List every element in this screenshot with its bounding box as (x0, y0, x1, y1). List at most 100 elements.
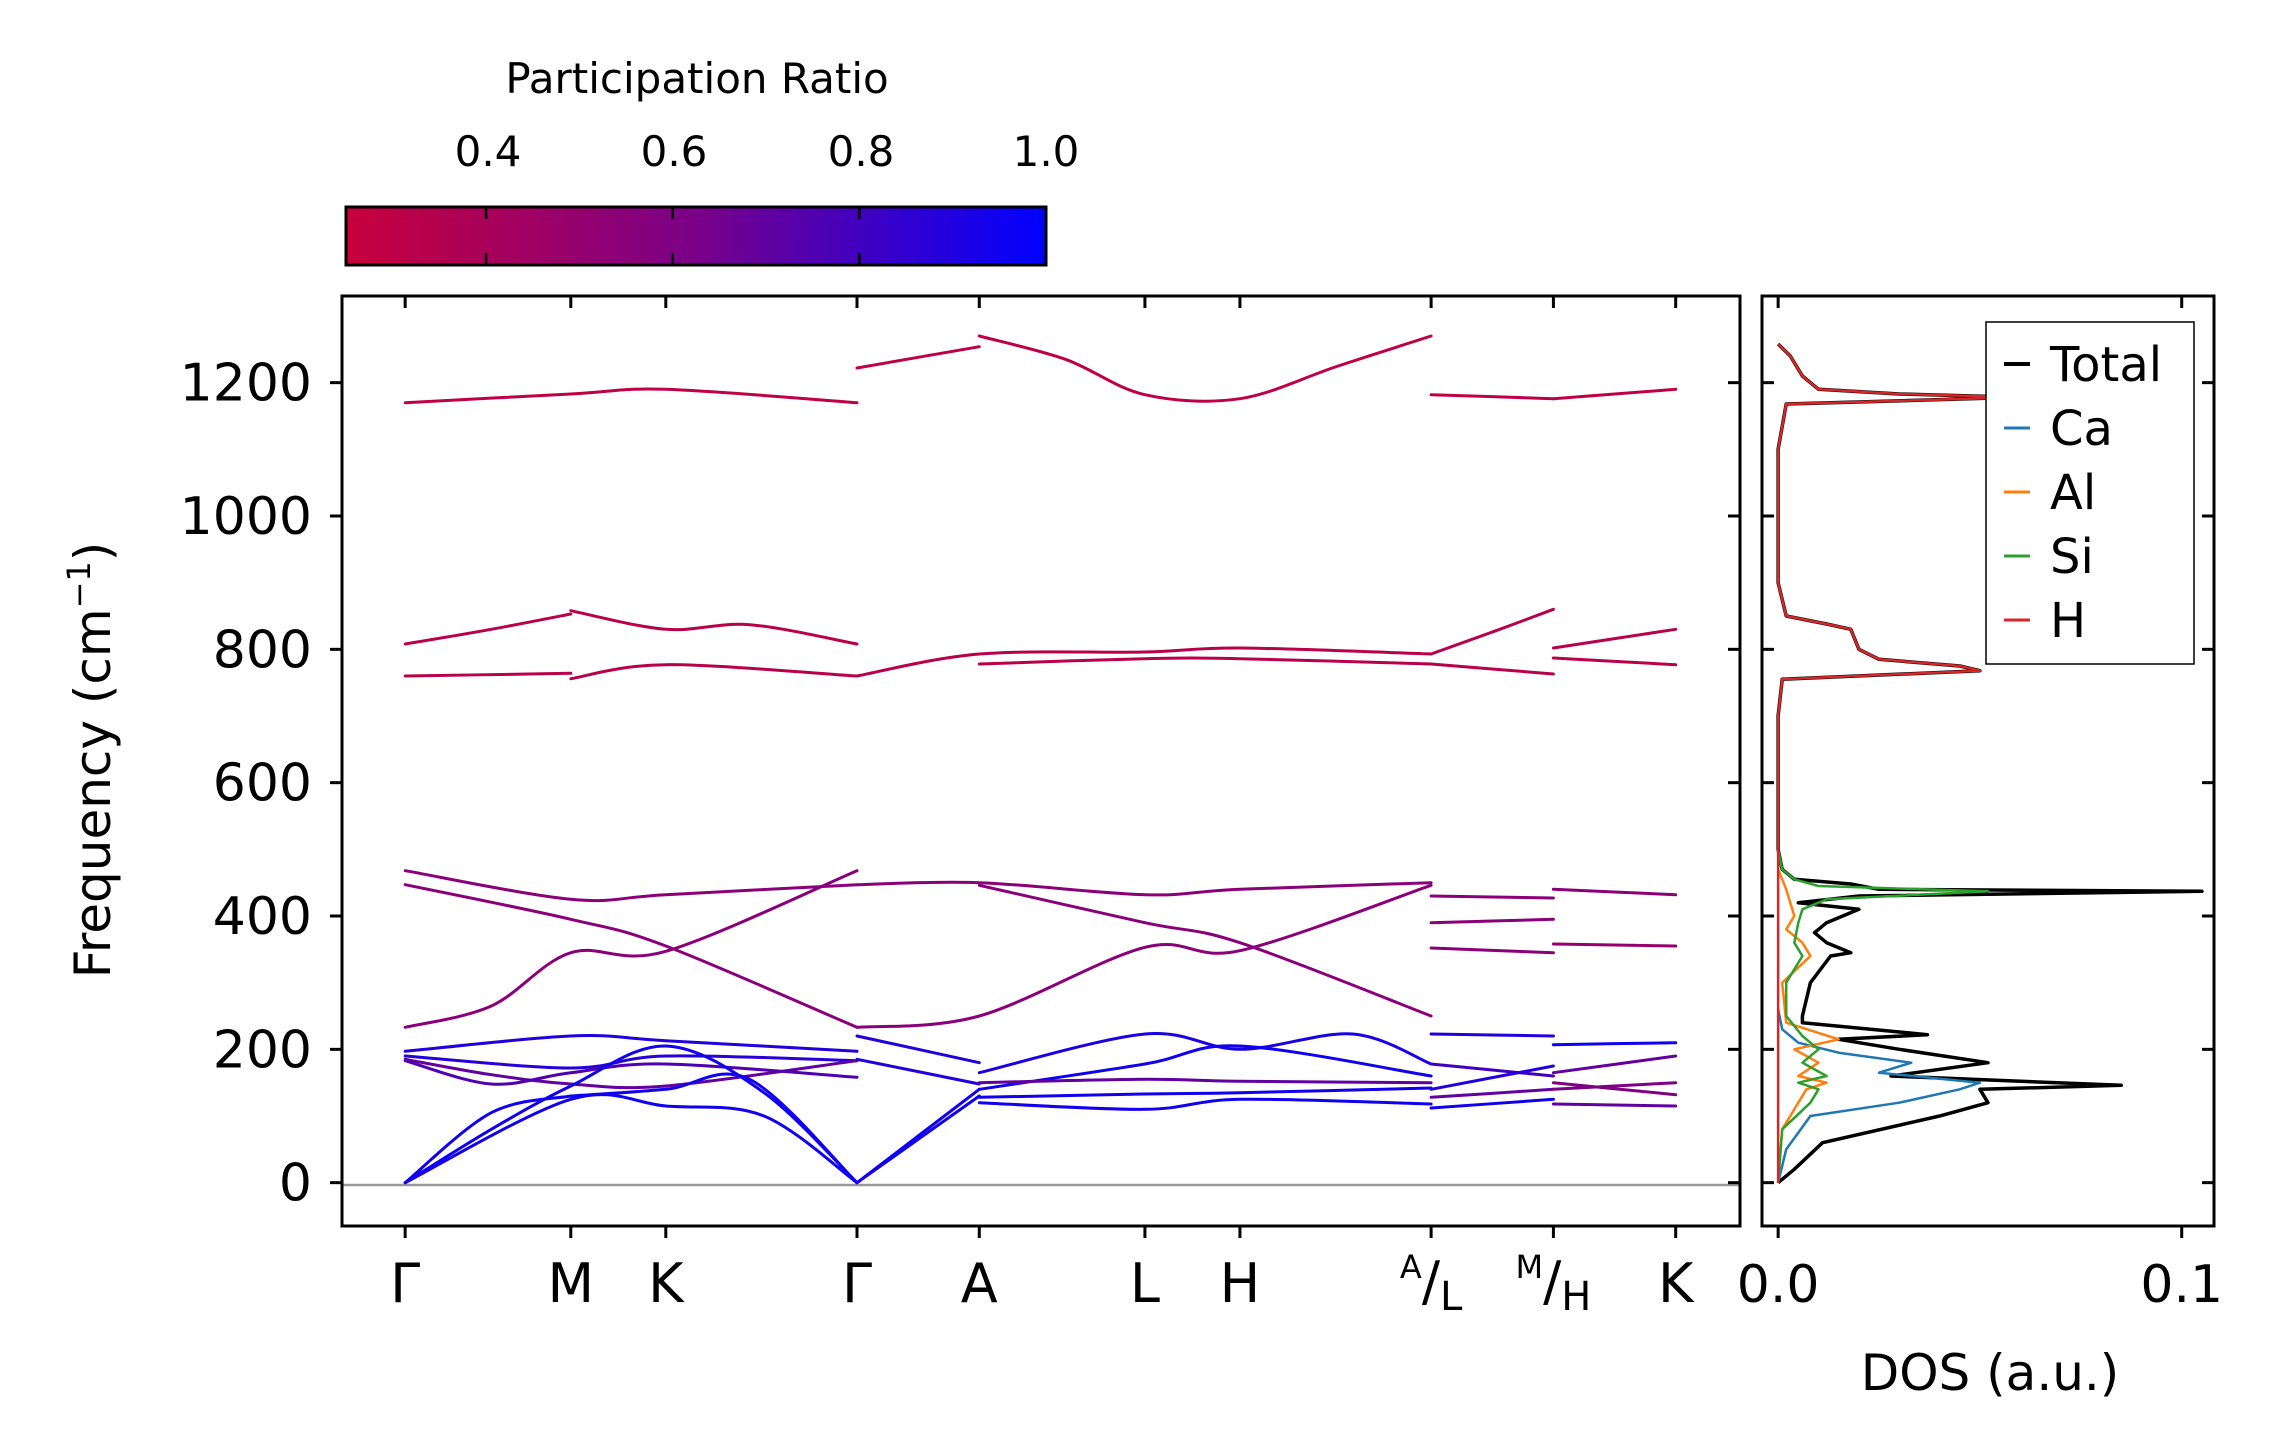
colorbar-tick-label: 0.8 (828, 127, 895, 176)
colorbar-title: Participation Ratio (505, 54, 888, 103)
phonon-band (855, 646, 1433, 678)
phonon-band (403, 869, 859, 903)
phonon-band (403, 883, 859, 1029)
phonon-band (1429, 393, 1555, 401)
phonon-band (403, 671, 573, 678)
phonon-band (1429, 1087, 1555, 1099)
phonon-band (1429, 1064, 1555, 1091)
phonon-band (977, 1044, 1433, 1091)
phonon-band (855, 1034, 981, 1065)
phonon-band (977, 334, 1433, 403)
y-tick-label: 1200 (180, 354, 312, 414)
phonon-band (977, 1086, 1433, 1099)
kpoint-label-a: A (961, 1252, 998, 1315)
phonon-band (1551, 387, 1678, 401)
kpoint-label-part: M (1515, 1248, 1543, 1286)
colorbar-tick-label: 0.4 (455, 127, 522, 176)
kpoint-label-l: L (1130, 1252, 1160, 1315)
phonon-band (403, 1093, 859, 1185)
legend: Total Ca Al Si H (1985, 321, 2195, 665)
phonon-band (1429, 917, 1555, 925)
y-tick-label: 400 (213, 887, 312, 947)
kpoint-label-m: M (547, 1252, 594, 1315)
phonon-band (855, 1094, 981, 1185)
colorbar-gradient (346, 207, 1046, 265)
kpoint-label-h: H (1220, 1252, 1261, 1315)
phonon-band (855, 345, 981, 370)
dos-x-tick-label: 0.0 (1737, 1255, 1820, 1315)
phonon-band (1551, 1081, 1678, 1091)
phonon-band (1551, 656, 1678, 667)
phonon-band (1551, 1102, 1678, 1108)
dos-curve-h (1776, 343, 2022, 1183)
phonon-band (569, 1072, 859, 1185)
y-tick-label: 200 (213, 1020, 312, 1080)
legend-frame (1985, 321, 2195, 665)
kpoint-label-gamma: Γ (390, 1252, 420, 1315)
kpoint-label-part: A (1400, 1248, 1422, 1286)
y-tick-label: 0 (279, 1154, 312, 1214)
colorbar-tick-label: 0.6 (641, 127, 708, 176)
phonon-band (855, 883, 1433, 1029)
legend-label-h: H (2050, 593, 2086, 649)
band-axes-frame (340, 294, 1742, 1228)
kpoint-label-part: H (1561, 1274, 1591, 1320)
phonon-band (1429, 1032, 1555, 1038)
kpoint-label-part: L (1440, 1274, 1463, 1320)
colorbar-frame (344, 205, 1048, 267)
legend-label-total: Total (2049, 337, 2162, 393)
dos-x-axis-label: DOS (a.u.) (1861, 1344, 2120, 1402)
phonon-band (1429, 946, 1555, 955)
y-tick-label: 1000 (180, 487, 312, 547)
phonon-band (977, 656, 1433, 666)
phonon-band (977, 883, 1433, 1018)
dos-curve-al (1776, 868, 1840, 1183)
colorbar: Participation Ratio 0.4 0.6 0.8 1.0 (344, 54, 1080, 267)
phonon-band (977, 1077, 1433, 1085)
legend-label-ca: Ca (2050, 401, 2113, 457)
colorbar-tick-label: 1.0 (1013, 127, 1080, 176)
phonon-band (403, 1094, 573, 1185)
phonon-band (1429, 607, 1555, 656)
phonon-band (977, 1031, 1433, 1075)
kpoint-label-k: K (1658, 1252, 1695, 1315)
dos-axes-frame (1760, 294, 2216, 1228)
phonon-band (1551, 627, 1678, 650)
kpoint-label-part: / (1543, 1250, 1562, 1313)
y-tick-label: 600 (213, 754, 312, 814)
phonon-band (403, 1034, 859, 1053)
phonon-band (569, 663, 859, 681)
legend-label-si: Si (2050, 529, 2094, 585)
phonon-band (403, 387, 859, 405)
dos-curve-si (1776, 849, 1990, 1183)
phonon-band (403, 1059, 859, 1086)
y-axis-label: Frequency (cm−1) (60, 542, 122, 979)
dos-x-tick-label: 0.1 (2140, 1255, 2223, 1315)
phonon-band (855, 880, 1433, 897)
phonon-band (1551, 1041, 1678, 1047)
dos-panel: 0.0 0.1 DOS (a.u.) Total Ca Al Si H (1737, 294, 2223, 1402)
phonon-band (1551, 1054, 1678, 1075)
dos-curve-ca (1776, 1009, 1982, 1183)
phonon-band (403, 1054, 859, 1070)
phonon-band (1429, 894, 1555, 900)
kpoint-label-k: K (648, 1252, 685, 1315)
kpoint-label-part: / (1422, 1250, 1441, 1313)
phonon-band (1551, 887, 1678, 897)
phonon-band (1429, 662, 1555, 676)
phonon-band (855, 1057, 981, 1086)
phonon-band (403, 1044, 859, 1185)
phonon-band (977, 1097, 1433, 1111)
band-structure-panel: 0 200 400 600 800 1000 1200 Frequency (c… (60, 294, 1742, 1320)
y-tick-label: 800 (213, 620, 312, 680)
phonon-band (1551, 1081, 1678, 1097)
phonon-band (569, 609, 859, 646)
legend-label-al: Al (2050, 465, 2096, 521)
phonon-band (1429, 1097, 1555, 1110)
phonon-band (403, 612, 573, 646)
phonon-band (1551, 942, 1678, 948)
kpoint-label-a-l: A/L (1400, 1248, 1463, 1320)
phonon-band (1429, 1062, 1555, 1078)
kpoint-label-m-h: M/H (1515, 1248, 1591, 1320)
phonon-band (403, 869, 859, 1029)
